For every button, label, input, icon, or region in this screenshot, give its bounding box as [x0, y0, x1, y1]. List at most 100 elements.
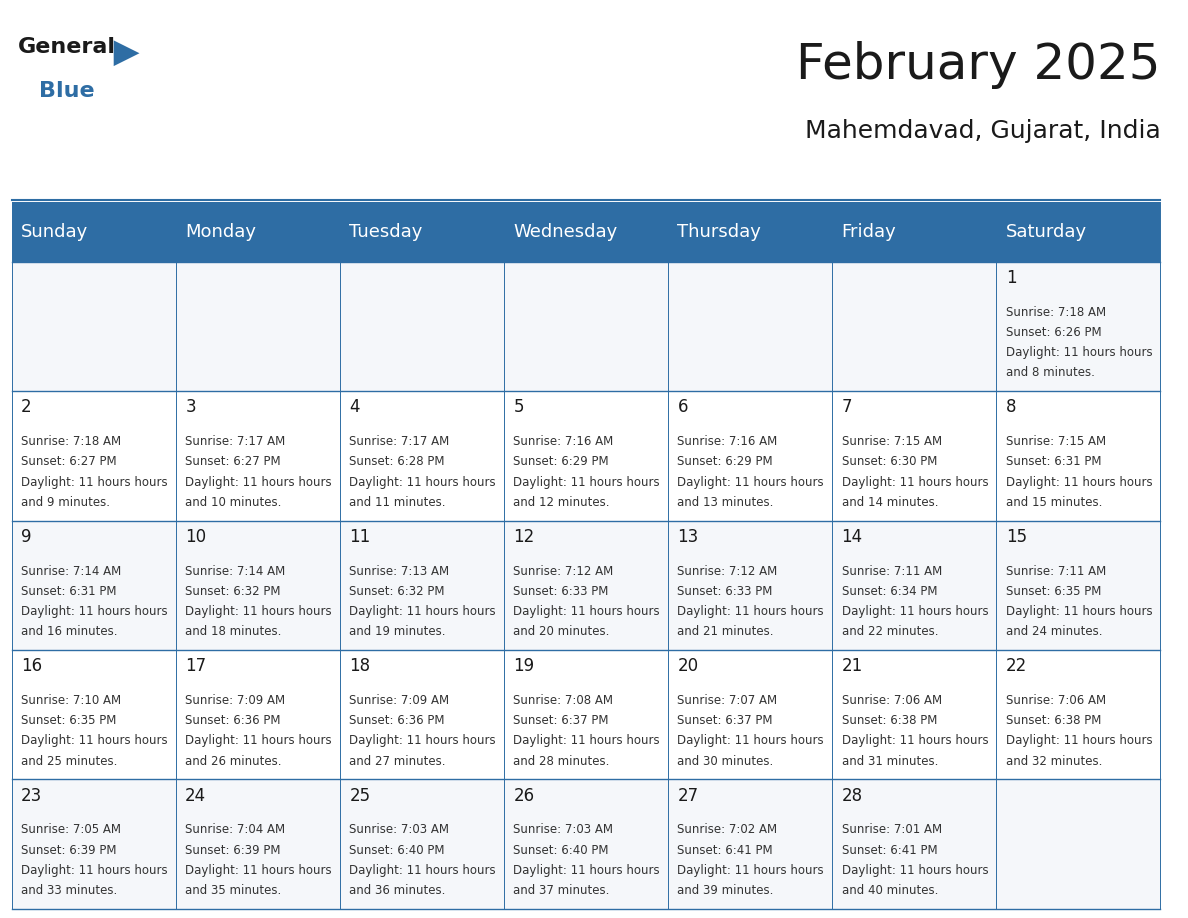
Text: 6: 6	[677, 398, 688, 417]
Text: Sunrise: 7:05 AM: Sunrise: 7:05 AM	[21, 823, 121, 836]
Bar	[176, 391, 340, 521]
Text: Sunrise: 7:08 AM: Sunrise: 7:08 AM	[513, 694, 613, 707]
Text: Sunrise: 7:09 AM: Sunrise: 7:09 AM	[185, 694, 285, 707]
Text: and 16 minutes.: and 16 minutes.	[21, 625, 118, 638]
Text: and 12 minutes.: and 12 minutes.	[513, 496, 609, 509]
Bar	[997, 779, 1161, 909]
Polygon shape	[114, 40, 139, 66]
Text: Daylight: 11 hours hours: Daylight: 11 hours hours	[185, 864, 331, 877]
Bar	[176, 779, 340, 909]
Bar	[12, 521, 176, 650]
Text: Daylight: 11 hours hours: Daylight: 11 hours hours	[185, 476, 331, 488]
Text: Daylight: 11 hours hours: Daylight: 11 hours hours	[513, 605, 661, 618]
Text: Sunrise: 7:10 AM: Sunrise: 7:10 AM	[21, 694, 121, 707]
Text: Daylight: 11 hours hours: Daylight: 11 hours hours	[349, 605, 495, 618]
Text: 15: 15	[1006, 528, 1026, 546]
Text: Sunset: 6:27 PM: Sunset: 6:27 PM	[21, 455, 116, 468]
Text: Friday: Friday	[841, 223, 896, 241]
Text: Daylight: 11 hours hours: Daylight: 11 hours hours	[21, 864, 168, 877]
Text: and 9 minutes.: and 9 minutes.	[21, 496, 110, 509]
Text: and 26 minutes.: and 26 minutes.	[185, 755, 282, 767]
Text: 11: 11	[349, 528, 371, 546]
Text: 23: 23	[21, 787, 43, 805]
Text: Daylight: 11 hours hours: Daylight: 11 hours hours	[513, 476, 661, 488]
Text: 21: 21	[841, 657, 862, 676]
Text: Sunset: 6:29 PM: Sunset: 6:29 PM	[513, 455, 609, 468]
Text: 28: 28	[841, 787, 862, 805]
Text: Daylight: 11 hours hours: Daylight: 11 hours hours	[677, 476, 824, 488]
Text: Mahemdavad, Gujarat, India: Mahemdavad, Gujarat, India	[804, 119, 1161, 143]
Text: Sunday: Sunday	[21, 223, 88, 241]
Bar	[997, 391, 1161, 521]
Text: Sunset: 6:41 PM: Sunset: 6:41 PM	[841, 844, 937, 856]
Bar	[12, 650, 176, 779]
Text: 24: 24	[185, 787, 207, 805]
Text: and 15 minutes.: and 15 minutes.	[1006, 496, 1102, 509]
Text: Daylight: 11 hours hours: Daylight: 11 hours hours	[677, 734, 824, 747]
Bar	[340, 391, 504, 521]
Text: Sunset: 6:37 PM: Sunset: 6:37 PM	[677, 714, 773, 727]
Text: Sunset: 6:35 PM: Sunset: 6:35 PM	[1006, 585, 1101, 598]
Bar	[504, 262, 668, 391]
Text: and 18 minutes.: and 18 minutes.	[185, 625, 282, 638]
Text: Tuesday: Tuesday	[349, 223, 423, 241]
Text: 10: 10	[185, 528, 207, 546]
Text: 5: 5	[513, 398, 524, 417]
Text: and 24 minutes.: and 24 minutes.	[1006, 625, 1102, 638]
Text: Monday: Monday	[185, 223, 257, 241]
Text: Daylight: 11 hours hours: Daylight: 11 hours hours	[1006, 346, 1152, 359]
Bar	[340, 650, 504, 779]
Text: Sunrise: 7:03 AM: Sunrise: 7:03 AM	[513, 823, 613, 836]
Text: Blue: Blue	[39, 81, 94, 101]
Text: Sunset: 6:38 PM: Sunset: 6:38 PM	[1006, 714, 1101, 727]
Text: Sunset: 6:39 PM: Sunset: 6:39 PM	[21, 844, 116, 856]
Text: Daylight: 11 hours hours: Daylight: 11 hours hours	[841, 864, 988, 877]
Text: 9: 9	[21, 528, 32, 546]
Text: Sunrise: 7:01 AM: Sunrise: 7:01 AM	[841, 823, 942, 836]
Text: Sunset: 6:29 PM: Sunset: 6:29 PM	[677, 455, 773, 468]
Text: and 19 minutes.: and 19 minutes.	[349, 625, 446, 638]
Text: Sunset: 6:33 PM: Sunset: 6:33 PM	[513, 585, 608, 598]
Text: 12: 12	[513, 528, 535, 546]
Text: and 20 minutes.: and 20 minutes.	[513, 625, 609, 638]
Text: and 30 minutes.: and 30 minutes.	[677, 755, 773, 767]
Text: Sunset: 6:31 PM: Sunset: 6:31 PM	[21, 585, 116, 598]
Text: Sunrise: 7:02 AM: Sunrise: 7:02 AM	[677, 823, 778, 836]
Text: 13: 13	[677, 528, 699, 546]
Text: Sunset: 6:27 PM: Sunset: 6:27 PM	[185, 455, 280, 468]
Text: Sunrise: 7:12 AM: Sunrise: 7:12 AM	[513, 565, 614, 577]
Text: and 25 minutes.: and 25 minutes.	[21, 755, 118, 767]
Text: and 36 minutes.: and 36 minutes.	[349, 884, 446, 897]
Text: Sunset: 6:38 PM: Sunset: 6:38 PM	[841, 714, 937, 727]
Text: and 10 minutes.: and 10 minutes.	[185, 496, 282, 509]
Text: Daylight: 11 hours hours: Daylight: 11 hours hours	[1006, 605, 1152, 618]
Text: Sunrise: 7:09 AM: Sunrise: 7:09 AM	[349, 694, 449, 707]
Bar	[833, 521, 997, 650]
Text: Sunrise: 7:11 AM: Sunrise: 7:11 AM	[841, 565, 942, 577]
Bar	[668, 262, 833, 391]
Text: Sunset: 6:32 PM: Sunset: 6:32 PM	[185, 585, 280, 598]
Text: Sunset: 6:31 PM: Sunset: 6:31 PM	[1006, 455, 1101, 468]
Text: and 35 minutes.: and 35 minutes.	[185, 884, 282, 897]
Text: Sunset: 6:39 PM: Sunset: 6:39 PM	[185, 844, 280, 856]
Bar	[997, 521, 1161, 650]
Text: Daylight: 11 hours hours: Daylight: 11 hours hours	[677, 864, 824, 877]
Text: Daylight: 11 hours hours: Daylight: 11 hours hours	[349, 476, 495, 488]
Text: Thursday: Thursday	[677, 223, 762, 241]
Bar	[12, 391, 176, 521]
Text: General: General	[18, 37, 115, 57]
Text: Daylight: 11 hours hours: Daylight: 11 hours hours	[513, 734, 661, 747]
Text: Daylight: 11 hours hours: Daylight: 11 hours hours	[349, 864, 495, 877]
Text: Sunrise: 7:16 AM: Sunrise: 7:16 AM	[677, 435, 778, 448]
Text: Sunrise: 7:03 AM: Sunrise: 7:03 AM	[349, 823, 449, 836]
Text: Sunset: 6:36 PM: Sunset: 6:36 PM	[185, 714, 280, 727]
Text: Sunset: 6:34 PM: Sunset: 6:34 PM	[841, 585, 937, 598]
Text: Sunset: 6:28 PM: Sunset: 6:28 PM	[349, 455, 444, 468]
Text: Sunrise: 7:12 AM: Sunrise: 7:12 AM	[677, 565, 778, 577]
Bar	[997, 262, 1161, 391]
Text: Daylight: 11 hours hours: Daylight: 11 hours hours	[1006, 734, 1152, 747]
Bar	[340, 262, 504, 391]
Text: Sunrise: 7:06 AM: Sunrise: 7:06 AM	[841, 694, 942, 707]
Text: Wednesday: Wednesday	[513, 223, 618, 241]
Text: Sunrise: 7:07 AM: Sunrise: 7:07 AM	[677, 694, 778, 707]
